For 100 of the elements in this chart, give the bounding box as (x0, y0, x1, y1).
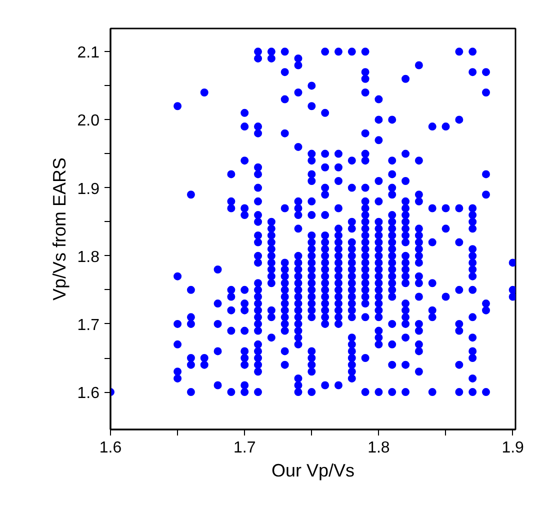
point (267, 334, 276, 342)
point (254, 211, 262, 220)
point (508, 292, 516, 301)
point (388, 211, 396, 220)
point (308, 170, 316, 178)
point (348, 354, 356, 362)
point (414, 292, 423, 301)
point (348, 306, 356, 314)
point (334, 306, 342, 314)
point (348, 258, 356, 267)
point (321, 381, 330, 390)
point (388, 279, 396, 288)
point (308, 306, 316, 314)
point (294, 388, 302, 396)
point (414, 272, 423, 280)
point (482, 88, 490, 96)
point (334, 48, 342, 56)
point (361, 129, 370, 138)
point (240, 122, 249, 131)
point (361, 258, 370, 267)
point (348, 279, 356, 288)
point (361, 266, 370, 274)
point (308, 347, 316, 356)
point (254, 326, 262, 335)
point (294, 320, 302, 328)
point (428, 306, 436, 314)
point (267, 313, 276, 322)
point (321, 245, 330, 254)
point (348, 272, 356, 280)
point (227, 292, 236, 301)
point (254, 54, 262, 62)
point (468, 218, 477, 226)
point (294, 142, 302, 151)
point (374, 252, 383, 260)
point (402, 177, 410, 185)
point (361, 211, 370, 220)
point (361, 204, 370, 212)
point (374, 197, 383, 206)
point (361, 224, 370, 233)
point (374, 224, 383, 233)
point (508, 258, 516, 267)
point (294, 88, 302, 96)
point (254, 170, 262, 178)
point (174, 368, 182, 376)
point (254, 286, 262, 294)
point (308, 177, 316, 185)
point (308, 102, 316, 110)
point (334, 224, 342, 233)
point (361, 156, 370, 165)
point (455, 48, 464, 56)
point (468, 211, 477, 220)
point (294, 197, 302, 206)
point (200, 354, 208, 362)
point (227, 306, 236, 314)
point (361, 150, 370, 158)
point (468, 245, 477, 254)
point (374, 116, 383, 124)
point (280, 258, 289, 267)
point (468, 388, 477, 396)
y-tick-label: 1.8 (77, 248, 100, 266)
point (361, 286, 370, 294)
y-tick-label: 2.1 (77, 44, 100, 62)
point (254, 292, 262, 301)
point (468, 313, 477, 322)
point (280, 204, 289, 212)
point (361, 354, 370, 362)
point (361, 184, 370, 192)
point (308, 279, 316, 288)
point (374, 334, 383, 342)
point (294, 292, 302, 301)
x-axis-title: Our Vp/Vs (271, 460, 355, 480)
point (348, 252, 356, 260)
point (280, 48, 289, 56)
point (321, 238, 330, 246)
point (280, 306, 289, 314)
point (402, 197, 410, 206)
point (414, 238, 423, 246)
point (468, 48, 477, 56)
point (280, 313, 289, 322)
point (267, 252, 276, 260)
point (254, 197, 262, 206)
point (294, 61, 302, 70)
point (240, 211, 249, 220)
point (240, 300, 249, 308)
point (254, 313, 262, 322)
point (240, 108, 249, 117)
point (428, 313, 436, 322)
point (468, 204, 477, 212)
point (186, 388, 195, 396)
point (402, 388, 410, 396)
point (240, 360, 249, 369)
point (294, 326, 302, 335)
point (294, 334, 302, 342)
point (214, 266, 222, 274)
point (321, 211, 330, 220)
point (294, 279, 302, 288)
point (374, 245, 383, 254)
point (280, 347, 289, 356)
point (388, 224, 396, 233)
point (348, 218, 356, 226)
